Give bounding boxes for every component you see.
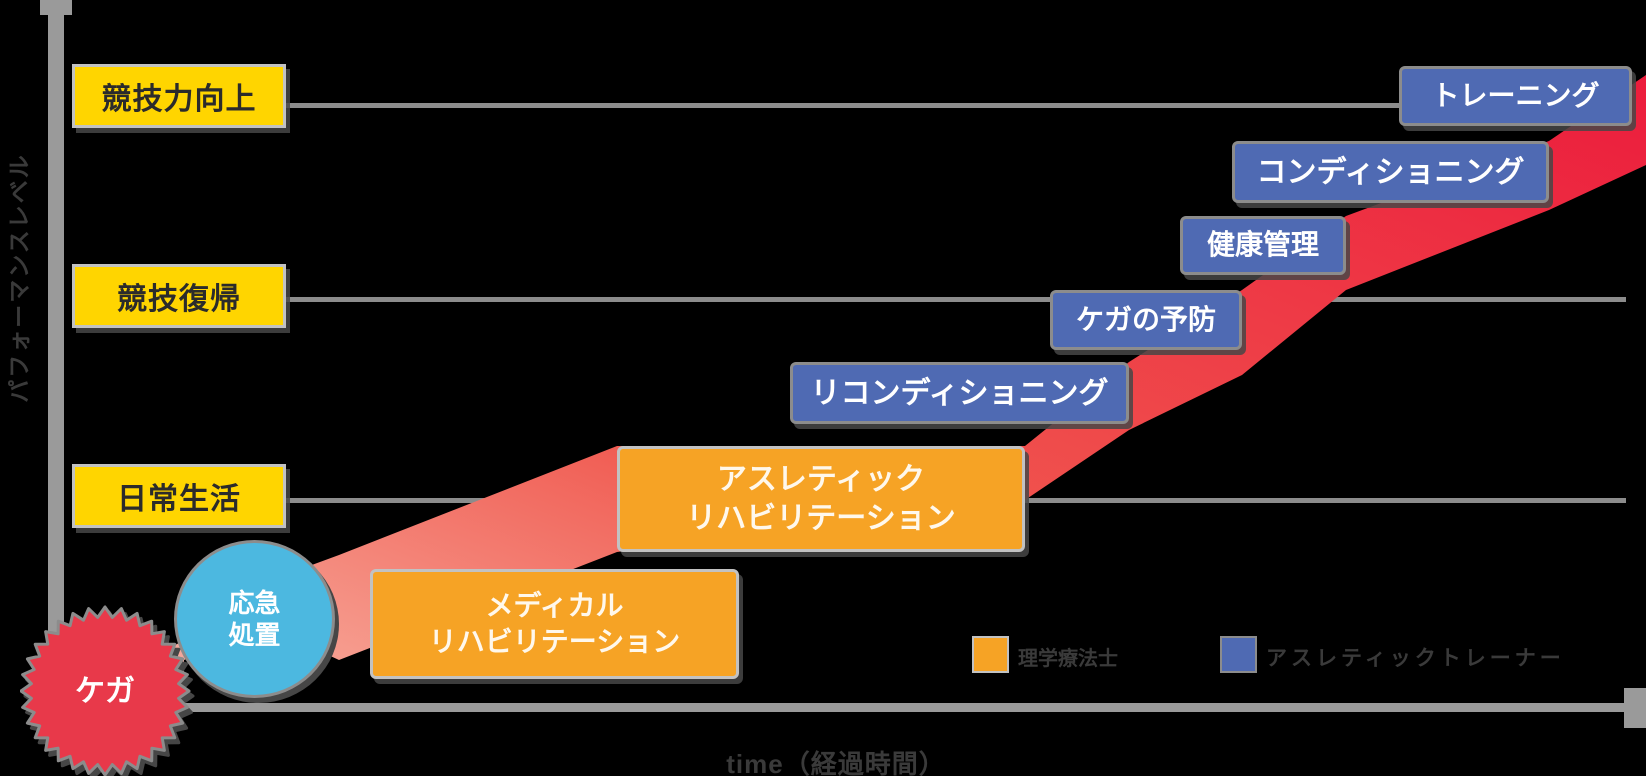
- svg-text:ケガ: ケガ: [75, 675, 135, 708]
